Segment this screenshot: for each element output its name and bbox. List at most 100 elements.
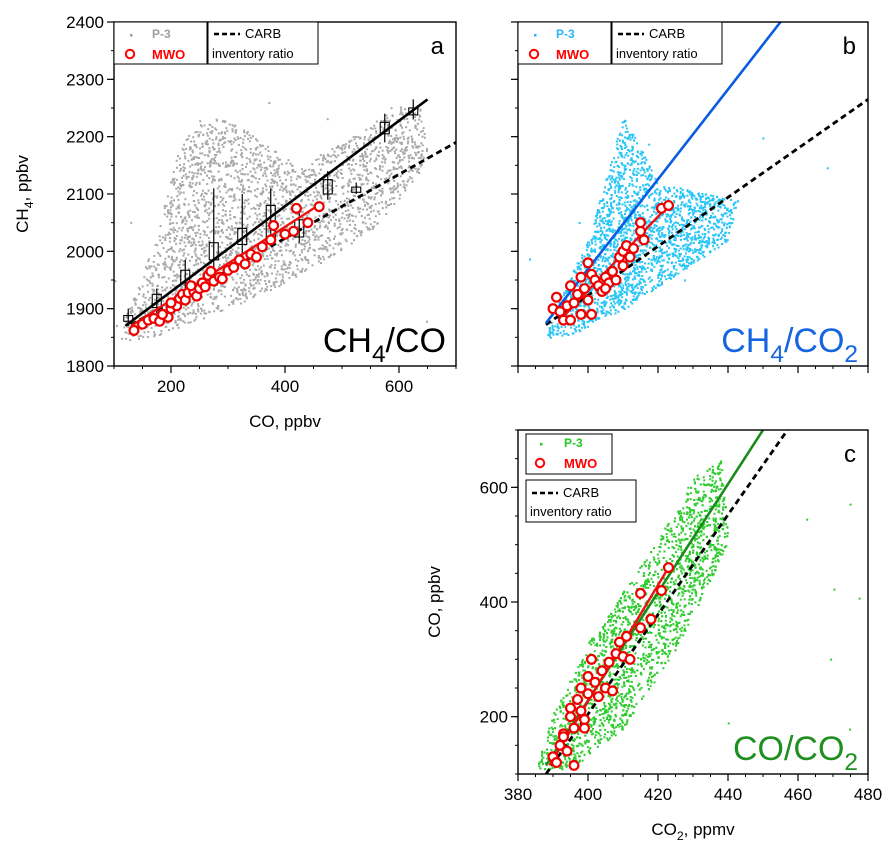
p3-point [367, 196, 370, 199]
y-tick-label: 1800 [66, 357, 104, 376]
p3-point [222, 203, 224, 206]
p3-point [302, 226, 304, 229]
p3-point [358, 197, 361, 200]
p3-point [163, 213, 166, 216]
p3-point [168, 240, 171, 243]
p3-point [578, 324, 581, 327]
p3-point [276, 270, 279, 273]
p3-point [401, 113, 404, 116]
p3-point [636, 155, 639, 158]
p3-point [617, 298, 620, 301]
p3-point [166, 295, 169, 298]
p3-point [223, 185, 226, 188]
p3-point [161, 286, 164, 289]
p3-point [335, 146, 338, 149]
p3-point [339, 200, 342, 203]
p3-point [657, 232, 660, 235]
p3-point [728, 210, 731, 213]
p3-point [312, 231, 315, 234]
p3-point [618, 166, 621, 169]
p3-point [238, 221, 241, 224]
p3-point [678, 255, 681, 257]
p3-point [195, 175, 198, 178]
p3-point [384, 161, 386, 164]
p3-point [203, 317, 205, 320]
p3-point [332, 216, 335, 219]
p3-point [218, 219, 221, 222]
p3-point [201, 269, 204, 272]
p3-point [606, 238, 608, 241]
p3-point [594, 240, 597, 243]
p3-point [373, 221, 376, 223]
p3-point [548, 328, 551, 331]
p3-point [398, 160, 401, 163]
p3-point [253, 207, 255, 209]
p3-point [161, 236, 164, 239]
p3-point [229, 252, 232, 255]
p3-point [402, 131, 405, 134]
p3-point [347, 204, 350, 207]
p3-point [639, 249, 642, 252]
p3-point [625, 280, 628, 283]
p3-point [173, 239, 176, 242]
p3-point [202, 178, 205, 181]
p3-point [332, 247, 335, 250]
p3-point [392, 168, 395, 171]
p3-point [597, 238, 600, 241]
p3-point [339, 147, 342, 150]
p3-point [690, 261, 693, 264]
p3-point [651, 214, 654, 217]
p3-point [717, 246, 720, 249]
p3-point [194, 232, 197, 235]
p3-point [239, 217, 242, 220]
p3-point [191, 182, 194, 185]
p3-point [193, 140, 196, 143]
p3-point [171, 293, 174, 296]
p3-point [376, 192, 379, 194]
p3-point [275, 254, 278, 257]
p3-point [285, 191, 288, 194]
p3-point [633, 229, 636, 232]
p3-point [374, 148, 377, 151]
p3-point [175, 273, 178, 276]
p3-point [605, 293, 608, 296]
p3-point [618, 222, 621, 225]
p3-point [183, 167, 186, 170]
p3-point [211, 175, 214, 178]
mwo-point [302, 217, 314, 229]
p3-point [163, 261, 166, 264]
p3-point [638, 283, 640, 286]
p3-point [214, 297, 217, 300]
p3-point [165, 280, 168, 283]
p3-point [189, 209, 192, 212]
p3-point [162, 300, 165, 303]
p3-point [551, 324, 554, 327]
p3-point [243, 129, 246, 132]
p3-point [237, 251, 240, 254]
p3-point [674, 272, 677, 275]
p3-point [240, 180, 243, 183]
p3-point [713, 222, 716, 225]
box [351, 186, 362, 193]
p3-point [349, 169, 352, 172]
mwo-point [288, 225, 300, 237]
p3-point [591, 287, 594, 289]
p3-point [146, 336, 149, 338]
p3-point [254, 147, 257, 150]
p3-point [174, 292, 177, 295]
p3-point [381, 154, 384, 156]
p3-point [369, 223, 372, 226]
p3-point [399, 175, 402, 178]
p3-point [609, 169, 612, 172]
p3-point [392, 189, 395, 191]
p3-point [660, 250, 663, 253]
p3-point [225, 254, 227, 257]
p3-point [371, 227, 374, 230]
p3-point [626, 201, 629, 204]
p3-point [651, 243, 654, 246]
p3-point [603, 244, 605, 247]
p3-point [242, 141, 245, 144]
p3-point [284, 199, 287, 202]
p3-point [333, 160, 336, 163]
p3-point [614, 181, 616, 183]
